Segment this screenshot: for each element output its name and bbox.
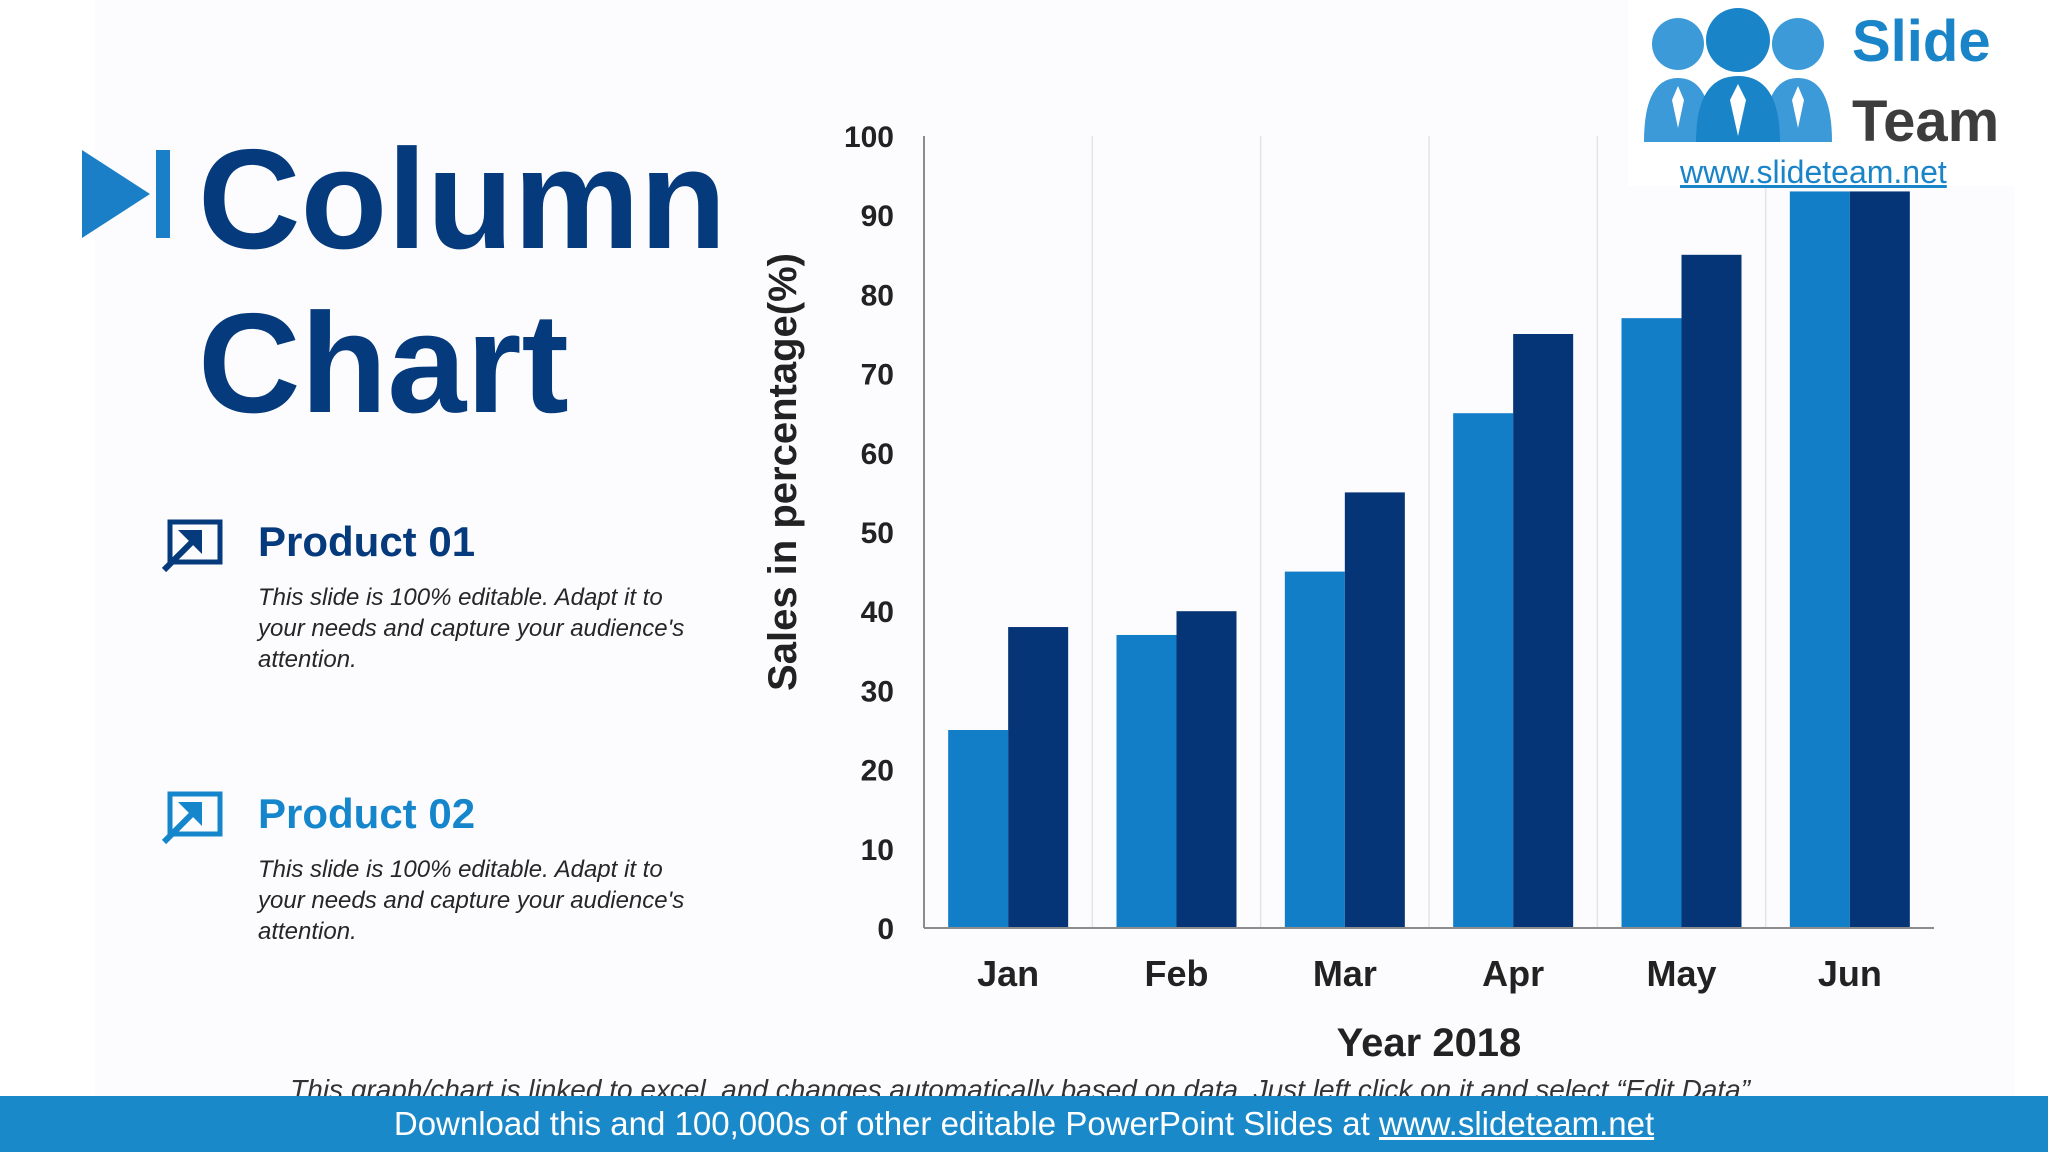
x-axis-title: Year 2018 — [1337, 1021, 1522, 1065]
y-tick-label: 70 — [861, 359, 894, 392]
product-01-name: Product 01 — [258, 518, 476, 565]
logo-text-slide: Slide — [1852, 9, 1991, 74]
bar[interactable] — [1453, 413, 1514, 928]
expand-arrow-icon — [161, 791, 223, 845]
bar[interactable] — [1849, 191, 1910, 928]
product-02-description: This slide is 100% editable. Adapt it to… — [258, 856, 685, 945]
page-title: Column Chart — [198, 118, 726, 446]
y-tick-label: 90 — [861, 200, 894, 233]
x-tick-label: Mar — [1313, 953, 1377, 994]
title-line-2: Chart — [198, 284, 569, 443]
team-people-icon — [1644, 8, 1832, 142]
y-tick-label: 20 — [861, 755, 894, 788]
y-axis-title: Sales in percentage(%) — [761, 253, 805, 691]
product-01-description: This slide is 100% editable. Adapt it to… — [258, 584, 685, 673]
bar[interactable] — [1513, 334, 1574, 928]
bar[interactable] — [948, 730, 1009, 928]
logo-url-link[interactable]: www.slideteam.net — [1680, 154, 1947, 190]
bar[interactable] — [1176, 611, 1237, 928]
footer-text: Download this and 100,000s of other edit… — [393, 1105, 1379, 1142]
y-tick-label: 80 — [861, 279, 894, 312]
y-tick-label: 40 — [861, 596, 894, 629]
expand-arrow-icon — [161, 519, 223, 573]
y-tick-label: 30 — [861, 675, 894, 708]
bar[interactable] — [1344, 492, 1405, 928]
slideteam-logo[interactable]: Slide Team www.slideteam.net — [1628, 0, 2040, 190]
x-tick-label: May — [1646, 953, 1716, 994]
logo-text-team: Team — [1852, 89, 2000, 154]
product-02-name: Product 02 — [258, 790, 476, 837]
bar[interactable] — [1116, 634, 1177, 928]
y-tick-label: 0 — [877, 913, 894, 946]
column-chart: Jan Feb Mar Apr May Jun 0 10 20 30 40 50 60 70 80 90 100… — [761, 121, 1934, 1065]
y-tick-label: 100 — [844, 121, 894, 154]
bar[interactable] — [1008, 627, 1069, 928]
play-next-icon — [82, 150, 170, 238]
footer-banner: Download this and 100,000s of other edit… — [0, 1096, 2048, 1152]
bar[interactable] — [1284, 571, 1345, 928]
x-tick-label: Apr — [1482, 953, 1544, 994]
x-tick-label: Feb — [1144, 953, 1208, 994]
title-line-1: Column — [198, 120, 727, 279]
y-tick-label: 60 — [861, 438, 894, 471]
x-tick-label: Jun — [1818, 953, 1882, 994]
bar[interactable] — [1681, 254, 1742, 929]
footer-url-link[interactable]: www.slideteam.net — [1379, 1105, 1655, 1142]
bar[interactable] — [1621, 318, 1682, 928]
bar[interactable] — [1789, 191, 1850, 928]
y-tick-label: 50 — [861, 517, 894, 550]
x-tick-label: Jan — [977, 953, 1039, 994]
y-tick-label: 10 — [861, 834, 894, 867]
